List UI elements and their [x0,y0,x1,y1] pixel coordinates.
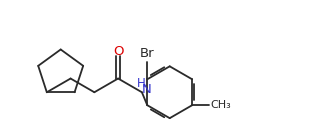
Text: N: N [142,83,151,96]
Text: H: H [137,77,145,90]
Text: Br: Br [140,47,154,60]
Text: CH₃: CH₃ [210,100,231,110]
Text: O: O [113,45,123,58]
